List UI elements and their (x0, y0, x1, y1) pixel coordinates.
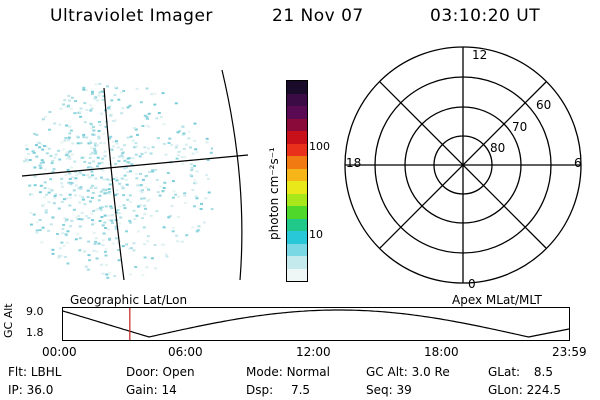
latitude-line (21, 154, 249, 177)
colorbar-segment (287, 181, 307, 194)
status-glat: GLat: 8.5 (488, 365, 554, 379)
timeline-ytick-1-8: 1.8 (26, 326, 44, 339)
status-ip: IP: 36.0 (8, 383, 54, 397)
status-filter: Flt: LBHL (8, 365, 62, 379)
uv-image-disk (23, 82, 214, 279)
mlat-label-60: 60 (536, 98, 552, 112)
timeline-xtick: 23:59 (552, 345, 587, 359)
colorbar-segment (287, 81, 307, 94)
colorbar-segment (287, 193, 307, 206)
observation-time: 03:10:20 UT (430, 6, 541, 26)
mlt-label-12: 12 (472, 48, 488, 62)
timeline-ytick-9: 9.0 (26, 305, 44, 318)
polar-grid (344, 46, 582, 284)
longitude-line (103, 87, 125, 281)
colorbar-segment (287, 143, 307, 156)
altitude-timeline (62, 307, 570, 341)
status-mode: Mode: Normal (246, 365, 330, 379)
altitude-curve (62, 309, 570, 338)
colorbar-segment (287, 118, 307, 131)
mlt-label-6: 6 (574, 156, 582, 170)
colorbar-unit-label: photon cm⁻²s⁻¹ (267, 147, 281, 240)
colorbar-tick-10: 10 (309, 228, 323, 241)
status-seq: Seq: 39 (366, 383, 412, 397)
geographic-caption: Geographic Lat/Lon (70, 293, 188, 307)
status-dsp: Dsp: 7.5 (246, 383, 311, 397)
status-gain: Gain: 14 (126, 383, 177, 397)
observation-date: 21 Nov 07 (272, 6, 364, 26)
mlat-label-80: 80 (490, 141, 506, 155)
apex-caption: Apex MLat/MLT (452, 293, 542, 307)
timeline-ylabel: GC Alt (2, 303, 15, 338)
status-glon: GLon: 224.5 (488, 383, 561, 397)
colorbar-segment (287, 131, 307, 144)
timeline-xtick: 00:00 (42, 345, 77, 359)
colorbar-segment (287, 156, 307, 169)
colorbar-segment (287, 168, 307, 181)
timeline-xtick: 06:00 (168, 345, 203, 359)
status-gc-alt: GC Alt: 3.0 Re (366, 365, 450, 379)
instrument-title: Ultraviolet Imager (50, 6, 213, 26)
colorbar-segment (287, 243, 307, 256)
colorbar-segment (287, 268, 307, 281)
colorbar-segment (287, 206, 307, 219)
colorbar-segment (287, 93, 307, 106)
timeline-xtick: 18:00 (424, 345, 459, 359)
mlt-label-0: 0 (468, 277, 476, 291)
colorbar-segment (287, 106, 307, 119)
intensity-colorbar (286, 80, 308, 282)
status-door: Door: Open (126, 365, 195, 379)
colorbar-segment (287, 218, 307, 231)
colorbar-tick-100: 100 (309, 140, 330, 153)
mlt-label-18: 18 (346, 156, 362, 170)
mlat-label-70: 70 (512, 120, 528, 134)
longitude-line (221, 69, 243, 281)
colorbar-segment (287, 231, 307, 244)
colorbar-segment (287, 256, 307, 269)
timeline-xtick: 12:00 (296, 345, 331, 359)
